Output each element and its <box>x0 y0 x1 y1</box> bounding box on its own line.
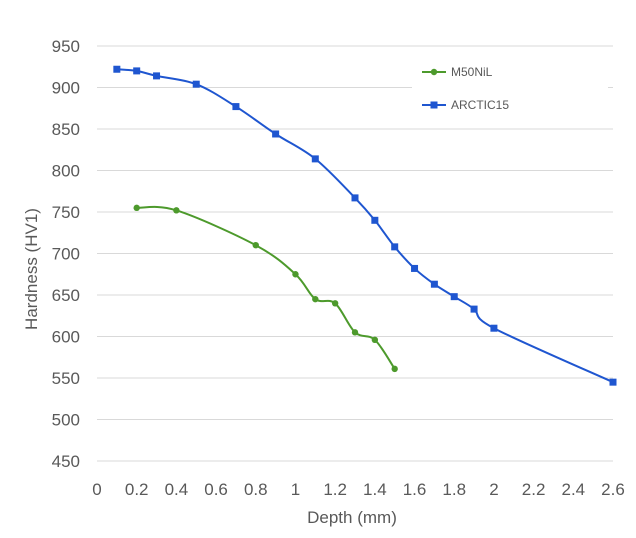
data-point-m50nil <box>252 242 259 249</box>
data-point-arctic15 <box>113 65 121 73</box>
y-tick-label: 850 <box>52 120 80 139</box>
series-arctic15 <box>113 65 617 386</box>
legend-square-marker-icon <box>430 101 438 109</box>
x-tick-label: 0 <box>92 480 101 499</box>
data-point-m50nil <box>173 207 180 214</box>
data-point-arctic15 <box>430 280 438 288</box>
data-point-m50nil <box>292 271 299 278</box>
data-point-arctic15 <box>411 264 419 272</box>
x-tick-label: 1.8 <box>442 480 466 499</box>
y-tick-label: 500 <box>52 411 80 430</box>
legend-item-arctic15: ARCTIC15 <box>422 98 509 112</box>
y-tick-label: 800 <box>52 162 80 181</box>
data-point-m50nil <box>351 329 359 336</box>
series-line-m50nil <box>135 205 396 370</box>
y-tick-label: 900 <box>52 79 80 98</box>
x-tick-label: 1.2 <box>323 480 347 499</box>
series-m50nil <box>133 204 398 373</box>
y-axis-title: Hardness (HV1) <box>22 208 41 330</box>
x-tick-label: 2.2 <box>522 480 546 499</box>
y-tick-label: 700 <box>52 245 80 264</box>
y-tick-label: 450 <box>52 452 80 471</box>
x-tick-label: 0.6 <box>204 480 228 499</box>
data-point-arctic15 <box>232 103 240 111</box>
data-point-arctic15 <box>450 293 458 301</box>
x-tick-label: 2.4 <box>561 480 585 499</box>
data-point-arctic15 <box>272 130 280 138</box>
data-point-arctic15 <box>133 67 141 75</box>
data-point-arctic15 <box>371 216 379 224</box>
data-point-arctic15 <box>311 155 319 163</box>
x-tick-label: 2 <box>489 480 498 499</box>
series-layer <box>113 65 617 386</box>
legend-item-m50nil: M50NiL <box>422 65 493 79</box>
legend-background <box>412 58 608 120</box>
data-point-arctic15 <box>490 324 498 332</box>
data-point-arctic15 <box>609 378 617 386</box>
data-point-arctic15 <box>391 243 399 251</box>
data-point-m50nil <box>371 336 379 344</box>
x-tick-label: 2.6 <box>601 480 625 499</box>
data-point-arctic15 <box>470 305 478 313</box>
x-tick-label: 1.6 <box>403 480 427 499</box>
legend-circle-marker-icon <box>430 68 438 76</box>
data-point-arctic15 <box>192 80 200 88</box>
data-point-m50nil <box>391 365 398 373</box>
y-tick-label: 650 <box>52 286 80 305</box>
y-tick-label: 750 <box>52 203 80 222</box>
data-point-m50nil <box>133 204 140 212</box>
legend: M50NiL ARCTIC15 <box>412 58 608 120</box>
x-axis-title: Depth (mm) <box>307 508 397 527</box>
data-point-arctic15 <box>153 72 161 80</box>
x-tick-label: 1 <box>291 480 300 499</box>
x-axis-tick-labels: 0 0.2 0.4 0.6 0.8 1 1.2 1.4 1.6 1.8 2 2.2 2.4 2.6 <box>92 480 625 499</box>
x-tick-label: 0.4 <box>165 480 189 499</box>
y-axis-tick-labels: 450 500 550 600 650 700 750 800 850 900 950 <box>52 37 80 471</box>
y-tick-label: 950 <box>52 37 80 56</box>
x-tick-label: 0.8 <box>244 480 268 499</box>
legend-label: M50NiL <box>451 65 493 79</box>
data-point-arctic15 <box>351 194 359 202</box>
y-tick-label: 550 <box>52 369 80 388</box>
y-tick-label: 600 <box>52 328 80 347</box>
x-tick-label: 0.2 <box>125 480 149 499</box>
legend-label: ARCTIC15 <box>451 98 509 112</box>
x-tick-label: 1.4 <box>363 480 387 499</box>
data-point-m50nil <box>312 295 319 303</box>
data-point-m50nil <box>331 300 339 307</box>
